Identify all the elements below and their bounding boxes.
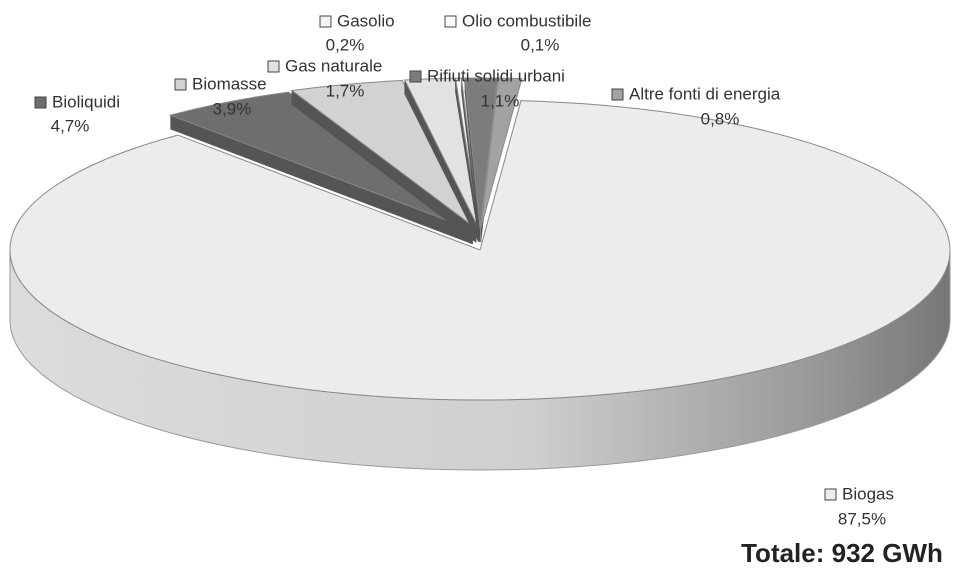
value-label: 3,9% — [213, 99, 252, 118]
legend-swatch — [34, 96, 47, 109]
legend-swatch — [444, 15, 457, 28]
total-annotation: Totale: 932 GWh — [741, 538, 943, 568]
slice — [290, 79, 477, 229]
legend-swatch — [824, 488, 837, 501]
slice — [480, 77, 523, 229]
value-label: 1,1% — [481, 91, 520, 110]
slice — [168, 91, 473, 231]
labels: Bioliquidi 4,7% Biomasse 3,9% Gas naturale 1,… — [34, 11, 894, 528]
value-label: 4,7% — [51, 116, 90, 135]
legend-swatch — [319, 15, 332, 28]
category-label: Altre fonti di energia — [629, 84, 781, 103]
value-label: 87,5% — [838, 509, 886, 528]
value-label: 0,8% — [701, 109, 740, 128]
legend-swatch — [267, 60, 280, 73]
legend-swatch — [409, 70, 422, 83]
category-label: Biomasse — [192, 74, 267, 93]
value-label: 0,2% — [326, 35, 365, 54]
pie — [9, 77, 951, 471]
legend-swatch — [611, 88, 624, 101]
value-label: 1,7% — [326, 81, 365, 100]
category-label: Gas naturale — [285, 56, 382, 75]
slice — [9, 100, 951, 401]
value-label: 0,1% — [521, 35, 560, 54]
category-label: Rifiuti solidi urbani — [427, 66, 565, 85]
category-label: Bioliquidi — [52, 92, 120, 111]
legend-swatch — [174, 78, 187, 91]
slice — [464, 77, 498, 229]
category-label: Olio combustibile — [462, 11, 591, 30]
category-label: Biogas — [842, 484, 894, 503]
category-label: Gasolio — [337, 11, 395, 30]
